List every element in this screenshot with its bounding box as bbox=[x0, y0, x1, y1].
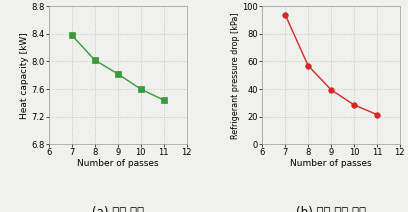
Y-axis label: Refrigerant pressure drop [kPa]: Refrigerant pressure drop [kPa] bbox=[231, 12, 239, 139]
X-axis label: Number of passes: Number of passes bbox=[290, 159, 372, 168]
Text: (b) 냉매 압력 손실: (b) 냉매 압력 손실 bbox=[296, 206, 366, 212]
Y-axis label: Heat capacity [kW]: Heat capacity [kW] bbox=[20, 32, 29, 119]
Text: (a) 냉방 능력: (a) 냉방 능력 bbox=[92, 206, 144, 212]
X-axis label: Number of passes: Number of passes bbox=[77, 159, 159, 168]
